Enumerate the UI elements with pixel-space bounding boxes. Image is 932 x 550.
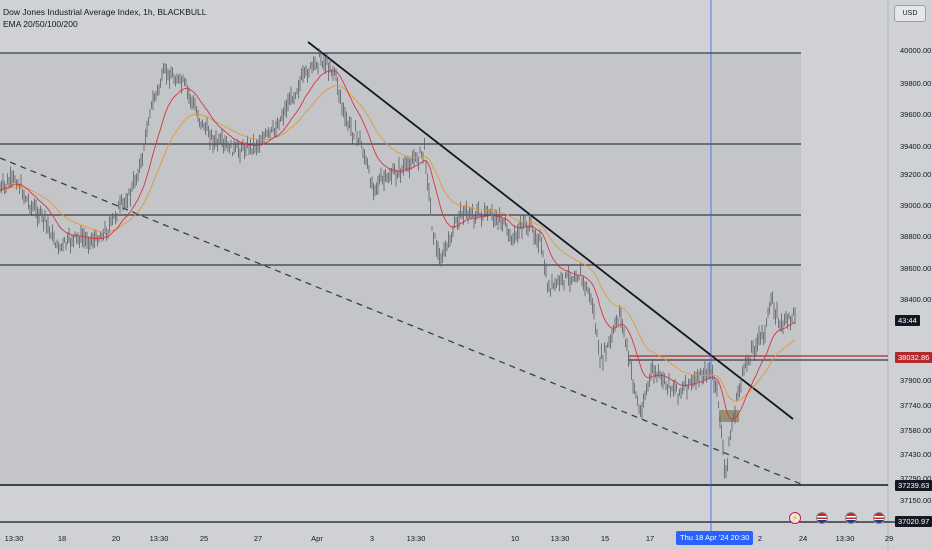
bottom-price-tag: 37020.97 — [895, 516, 932, 527]
time-axis-label[interactable]: 13:30 — [836, 534, 855, 543]
price-axis-label[interactable]: 38600.00 — [900, 264, 931, 273]
ema-fast-line — [0, 70, 796, 420]
time-axis-label[interactable]: 25 — [200, 534, 208, 543]
price-axis-label[interactable]: 37150.00 — [900, 496, 931, 505]
price-axis-label[interactable]: 38400.00 — [900, 295, 931, 304]
countdown-tag: 43:44 — [895, 315, 920, 326]
time-axis-label[interactable]: 10 — [511, 534, 519, 543]
price-axis-label[interactable]: 40000.00 — [900, 46, 931, 55]
time-axis-label[interactable]: 18 — [58, 534, 66, 543]
price-axis-label[interactable]: 37740.00 — [900, 401, 931, 410]
time-axis-label[interactable]: 20 — [112, 534, 120, 543]
time-axis-label[interactable]: 24 — [799, 534, 807, 543]
price-axis-label[interactable]: 37900.00 — [900, 376, 931, 385]
time-axis-label[interactable]: 15 — [601, 534, 609, 543]
time-axis-label[interactable]: 2 — [758, 534, 762, 543]
price-axis-label[interactable]: 37290.00 — [900, 474, 931, 483]
currency-button[interactable]: USD — [894, 5, 926, 22]
time-axis-label[interactable]: 17 — [646, 534, 654, 543]
price-axis-label[interactable]: 37430.00 — [900, 450, 931, 459]
price-axis-labels[interactable]: 40000.00 39800.00 39600.00 39400.00 39200.00… — [900, 46, 931, 505]
dashed-channel-line[interactable] — [0, 157, 802, 485]
legend-indicator[interactable]: EMA 20/50/100/200 — [3, 19, 78, 29]
lower-line-price-tag: 37239.63 — [895, 480, 932, 491]
flash-event-icon[interactable]: ⚡ — [789, 512, 801, 524]
ema-slow-line — [0, 84, 796, 402]
price-axis-label[interactable]: 39800.00 — [900, 79, 931, 88]
price-axis-label[interactable]: 39200.00 — [900, 170, 931, 179]
shaded-range-box[interactable] — [0, 53, 801, 485]
time-axis-label[interactable]: 13:30 — [551, 534, 570, 543]
price-axis-label[interactable]: 38800.00 — [900, 232, 931, 241]
us-flag-icon[interactable] — [873, 512, 885, 524]
crosshair-time-tag: Thu 18 Apr '24 20:30 — [676, 531, 754, 545]
price-axis-label[interactable]: 37580.00 — [900, 426, 931, 435]
time-axis-label[interactable]: 29 — [885, 534, 893, 543]
time-axis-labels[interactable]: 13:30 18 20 13:30 25 27 Apr 3 13:30 10 13:30 15 17 2 2… — [5, 534, 894, 543]
current-price-tag: 38032.86 — [895, 352, 932, 363]
time-axis-label[interactable]: Apr — [311, 534, 323, 543]
price-axis-label[interactable]: 39000.00 — [900, 201, 931, 210]
price-axis-label[interactable]: 39600.00 — [900, 110, 931, 119]
time-axis-label[interactable]: 13:30 — [407, 534, 426, 543]
descending-trendline[interactable] — [307, 41, 794, 420]
time-axis-label[interactable]: 13:30 — [5, 534, 24, 543]
chart-legend[interactable]: Dow Jones Industrial Average Index, 1h, … — [3, 6, 207, 30]
legend-title[interactable]: Dow Jones Industrial Average Index, 1h, … — [3, 7, 207, 17]
us-flag-icon[interactable] — [845, 512, 857, 524]
time-axis-label[interactable]: 27 — [254, 534, 262, 543]
price-axis-label[interactable]: 39400.00 — [900, 142, 931, 151]
time-axis-label[interactable]: 3 — [370, 534, 374, 543]
us-flag-icon[interactable] — [816, 512, 828, 524]
time-axis-label[interactable]: 13:30 — [150, 534, 169, 543]
